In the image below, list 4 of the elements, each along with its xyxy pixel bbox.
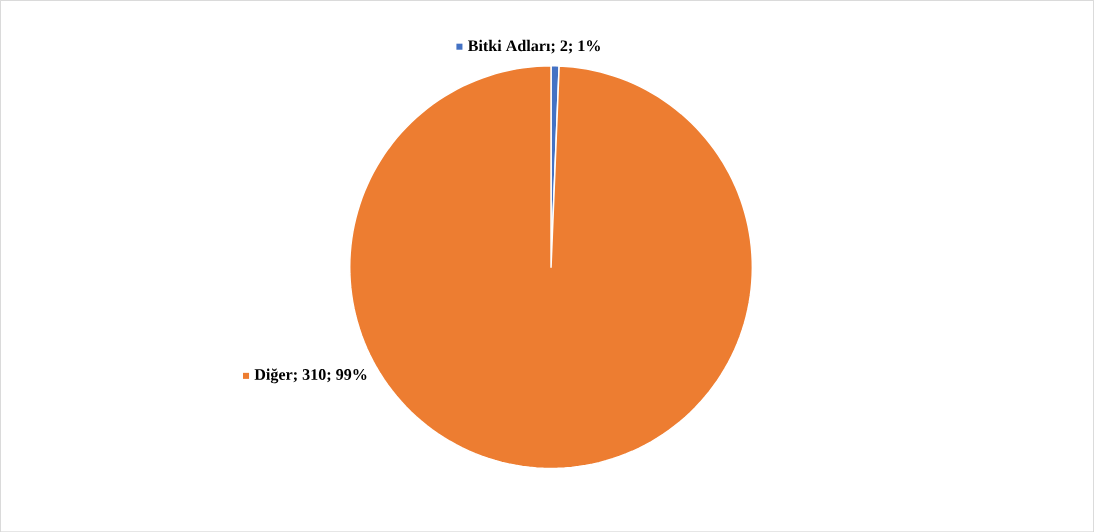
legend-label: Diğer	[254, 368, 293, 384]
data-label: ; 310; 99%	[293, 368, 367, 383]
data-label: ; 2; 1%	[551, 40, 600, 54]
legend-label: Bitki Adları	[467, 39, 551, 52]
